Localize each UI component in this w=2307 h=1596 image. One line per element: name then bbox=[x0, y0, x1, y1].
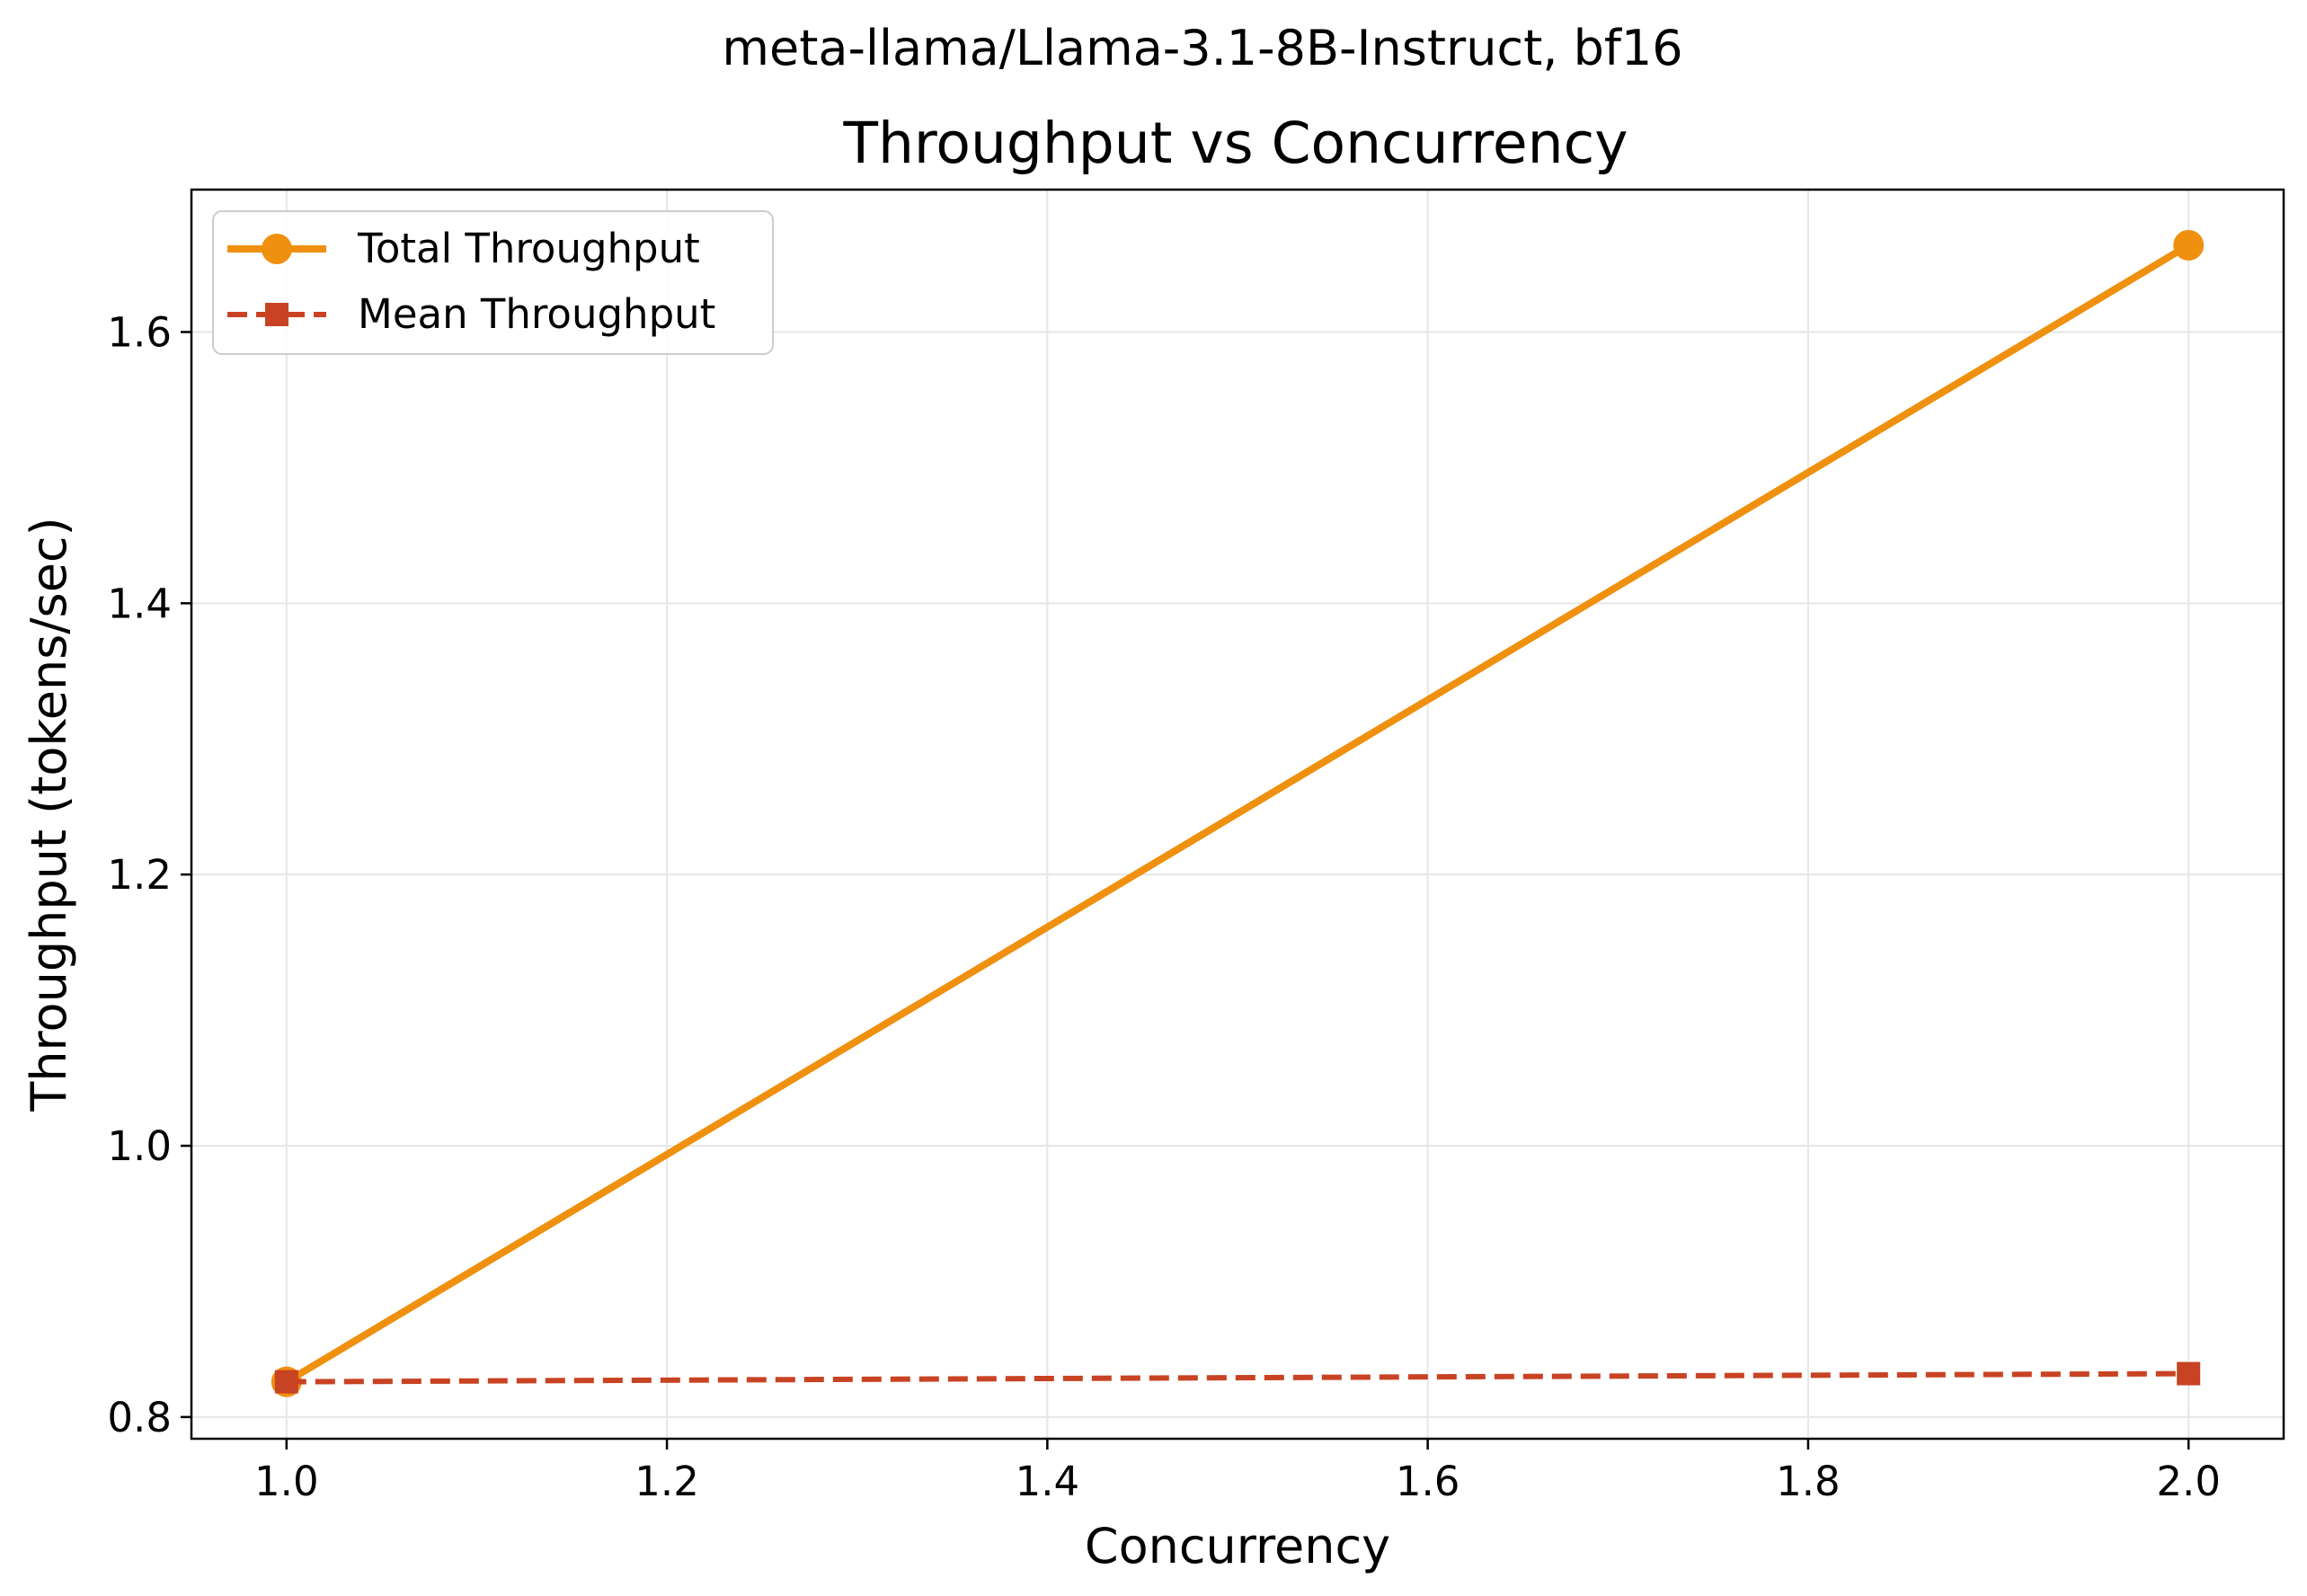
x-tick-label: 1.6 bbox=[1396, 1458, 1460, 1505]
legend-label-total-throughput: Total Throughput bbox=[357, 225, 700, 272]
chart-suptitle: meta-llama/Llama-3.1-8B-Instruct, bf16 bbox=[722, 20, 1682, 76]
legend-marker-total-throughput bbox=[262, 234, 292, 264]
legend-box bbox=[212, 210, 774, 355]
x-tick-label: 1.2 bbox=[634, 1458, 699, 1505]
y-tick-label: 1.4 bbox=[107, 580, 172, 627]
x-tick-label: 1.0 bbox=[254, 1458, 319, 1505]
data-point-total-throughput bbox=[2173, 229, 2205, 261]
y-tick-label: 1.2 bbox=[107, 851, 172, 899]
x-tick-label: 1.4 bbox=[1016, 1458, 1080, 1505]
series-line-total-throughput bbox=[284, 242, 2191, 1386]
x-axis-label: Concurrency bbox=[1085, 1518, 1390, 1574]
x-tick-label: 2.0 bbox=[2156, 1458, 2221, 1505]
y-tick-label: 1.6 bbox=[107, 308, 172, 356]
series-line-mean-throughput bbox=[286, 1370, 2189, 1385]
legend-marker-mean-throughput bbox=[265, 303, 288, 326]
grid bbox=[191, 190, 2284, 1439]
legend-label-mean-throughput: Mean Throughput bbox=[358, 290, 715, 338]
y-axis-ticks: 0.8 1.0 1.2 1.4 1.6 bbox=[107, 308, 191, 1441]
x-axis-ticks: 1.0 1.2 1.4 1.6 1.8 2.0 bbox=[254, 1439, 2221, 1505]
plot-frame bbox=[190, 188, 2285, 1441]
y-tick-label: 0.8 bbox=[107, 1394, 172, 1441]
data-point-mean-throughput bbox=[2177, 1361, 2201, 1386]
legend: Total Throughput Mean Throughput bbox=[212, 210, 774, 355]
data-point-mean-throughput bbox=[274, 1370, 298, 1394]
plot-series bbox=[271, 229, 2205, 1397]
y-tick-label: 1.0 bbox=[107, 1122, 172, 1170]
y-axis-label: Throughput (tokens/sec) bbox=[21, 517, 77, 1112]
x-tick-label: 1.8 bbox=[1776, 1458, 1841, 1505]
chart-title: Throughput vs Concurrency bbox=[842, 111, 1628, 176]
